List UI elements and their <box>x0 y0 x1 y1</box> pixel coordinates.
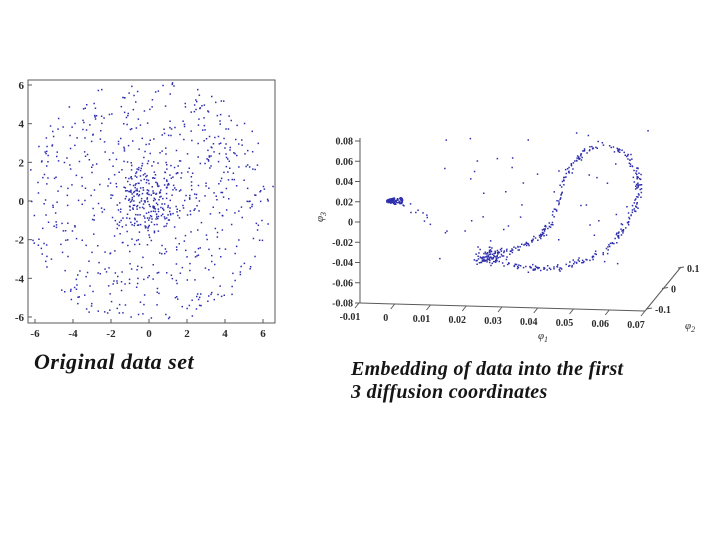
scatter-points <box>30 82 274 320</box>
scatter-points <box>386 130 649 273</box>
x-tick-label: 0.07 <box>627 320 645 331</box>
x-tick-label: -0.01 <box>340 312 361 323</box>
axis-titles: φ1 φ2 φ3 <box>315 212 695 344</box>
x-tick-label: 0.04 <box>520 317 538 328</box>
z-tick-label: 0.08 <box>336 137 354 148</box>
x-tick-label: 0 <box>383 313 388 324</box>
right-plot-caption-line2: 3 diffusion coordinates <box>351 381 548 403</box>
z-tick-label: 0.06 <box>336 157 354 168</box>
x-tick-mark <box>533 307 539 314</box>
x-axis-line <box>359 302 646 312</box>
y-tick-label: 4 <box>19 119 25 131</box>
y-axis-tick-labels: 6 4 2 0 -2 -4 -6 <box>15 80 25 324</box>
x-tick-mark <box>604 309 610 316</box>
y-tick-mark <box>677 266 685 269</box>
axis-tick-labels: 0.08 0.06 0.04 0.02 0 -0.02 -0.04 -0.06 -0.08 -0.… <box>332 137 699 332</box>
x-tick-mark <box>390 303 396 310</box>
x-tick-label: 0.06 <box>592 319 610 330</box>
y-tick-mark <box>645 307 653 310</box>
z-tick-label: -0.08 <box>332 299 353 310</box>
y-tick-label: 0 <box>671 285 676 296</box>
z-axis-title: φ3 <box>315 212 328 222</box>
x-tick-label: -2 <box>106 328 116 340</box>
z-tick-label: 0.02 <box>336 197 354 208</box>
x-tick-mark <box>461 305 467 312</box>
x-tick-label: 0 <box>146 328 152 340</box>
left-plot-caption: Original data set <box>34 349 195 374</box>
x-axis-title: φ1 <box>538 330 548 344</box>
y-axis-title: φ2 <box>685 320 695 334</box>
x-tick-label: 6 <box>260 328 266 340</box>
data-points-path <box>386 130 649 273</box>
diffusion-embedding-3d-plot: 0.08 0.06 0.04 0.02 0 -0.02 -0.04 -0.06 -0.08 -0.… <box>315 130 700 344</box>
z-tick-label: -0.04 <box>332 258 353 269</box>
y-axis-line <box>644 266 682 312</box>
axis-ticks <box>28 84 264 323</box>
y-tick-label: -0.1 <box>655 305 671 316</box>
x-tick-label: 2 <box>184 328 190 340</box>
x-tick-mark <box>640 310 646 317</box>
x-tick-mark <box>426 304 431 311</box>
axis-ticks <box>354 140 685 317</box>
x-tick-label: 0.03 <box>484 316 502 327</box>
z-tick-label: -0.02 <box>332 238 353 249</box>
z-tick-label: 0 <box>348 218 353 229</box>
x-tick-label: -4 <box>68 328 78 340</box>
z-tick-label: 0.04 <box>336 177 354 188</box>
x-tick-mark <box>354 302 360 309</box>
y-tick-label: -4 <box>15 273 25 285</box>
x-tick-label: 4 <box>222 328 228 340</box>
z-tick-label: -0.06 <box>332 278 353 289</box>
x-tick-label: 0.05 <box>556 318 574 329</box>
x-tick-label: 0.02 <box>449 315 467 326</box>
y-tick-label: 6 <box>19 80 25 92</box>
x-tick-label: -6 <box>30 328 40 340</box>
plot-frame <box>27 79 276 324</box>
x-tick-label: 0.01 <box>413 314 431 325</box>
data-points-path <box>30 82 274 320</box>
original-data-scatter-plot: -6 -4 -2 0 2 4 6 6 4 2 0 -2 -4 -6 <box>15 79 276 340</box>
y-tick-label: 0.1 <box>687 264 700 275</box>
y-tick-label: -2 <box>15 235 25 247</box>
x-tick-mark <box>497 306 503 313</box>
y-tick-label: 2 <box>19 157 25 169</box>
y-tick-mark <box>661 287 669 289</box>
y-tick-label: -6 <box>15 312 25 324</box>
right-plot-caption-line1: Embedding of data into the first <box>351 358 624 380</box>
x-axis-tick-labels: -6 -4 -2 0 2 4 6 <box>30 328 266 340</box>
x-tick-mark <box>569 308 574 315</box>
y-tick-label: 0 <box>19 196 25 208</box>
right-plot-caption: Embedding of data into the first 3 diffu… <box>351 358 651 404</box>
